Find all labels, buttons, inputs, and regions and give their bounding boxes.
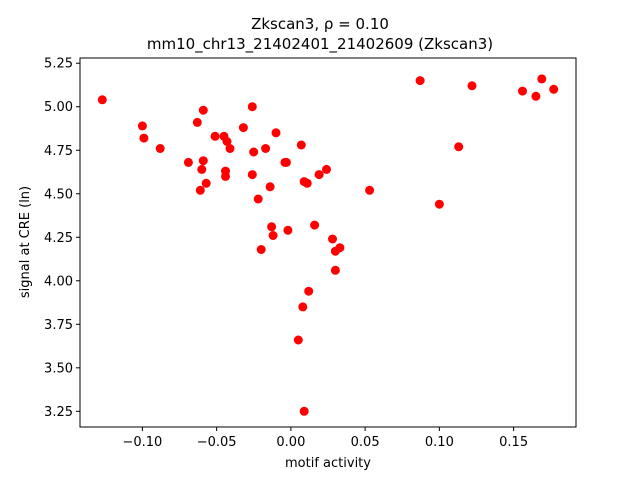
data-point-0 xyxy=(97,95,107,105)
x-tick-label-5: 0.15 xyxy=(499,435,528,450)
y-tick-label-4: 4.25 xyxy=(44,231,73,246)
chart-title-line2: mm10_chr13_21402401_21402609 (Zkscan3) xyxy=(147,35,493,54)
data-point-40 xyxy=(330,265,340,275)
data-point-33 xyxy=(302,178,312,188)
y-axis-label: signal at CRE (ln) xyxy=(18,186,33,298)
data-point-45 xyxy=(365,185,375,195)
data-point-34 xyxy=(314,170,324,180)
data-point-13 xyxy=(222,137,232,146)
points-layer xyxy=(97,74,559,416)
data-point-37 xyxy=(328,234,337,244)
data-point-31 xyxy=(296,140,306,150)
data-point-22 xyxy=(261,144,271,153)
y-tick-label-1: 3.50 xyxy=(44,361,73,376)
data-point-7 xyxy=(197,164,207,174)
data-point-50 xyxy=(518,86,527,96)
data-point-8 xyxy=(198,156,208,166)
x-tick-label-0: −0.10 xyxy=(122,435,162,450)
x-tick-label-2: 0.00 xyxy=(276,435,305,450)
data-point-43 xyxy=(293,335,303,345)
data-point-52 xyxy=(537,74,547,84)
data-point-25 xyxy=(267,222,277,232)
data-point-27 xyxy=(256,245,266,254)
data-point-35 xyxy=(322,164,331,174)
data-point-1 xyxy=(137,121,147,131)
data-point-49 xyxy=(467,81,477,91)
y-tick-label-5: 4.50 xyxy=(44,187,73,202)
data-point-16 xyxy=(221,171,230,181)
y-tick-label-7: 5.00 xyxy=(44,100,73,115)
x-axis-label: motif activity xyxy=(285,456,371,471)
data-point-4 xyxy=(183,157,193,167)
x-tick-label-3: 0.05 xyxy=(351,435,380,450)
y-ticks: 3.25 3.50 3.75 4.00 4.25 4.50 4.75 5.00 5.25 xyxy=(44,57,80,420)
data-point-6 xyxy=(198,105,208,115)
data-point-30 xyxy=(283,225,293,235)
y-tick-label-3: 4.00 xyxy=(44,274,73,289)
data-point-46 xyxy=(415,76,425,86)
data-point-23 xyxy=(265,182,275,192)
data-point-29 xyxy=(281,157,291,167)
data-point-3 xyxy=(155,144,165,153)
data-point-53 xyxy=(549,84,559,94)
y-tick-label-8: 5.25 xyxy=(44,57,73,72)
data-point-19 xyxy=(249,147,259,157)
x-ticks: −0.10 −0.05 0.00 0.05 0.10 0.15 xyxy=(122,427,528,450)
data-point-24 xyxy=(271,128,281,138)
data-point-21 xyxy=(253,194,263,204)
data-point-26 xyxy=(268,231,278,240)
data-point-5 xyxy=(192,117,202,127)
chart-title-line1: Zkscan3, ρ = 0.10 xyxy=(251,15,389,33)
data-point-36 xyxy=(310,220,320,230)
data-point-42 xyxy=(298,302,308,312)
data-point-39 xyxy=(330,246,340,256)
y-tick-label-0: 3.25 xyxy=(44,405,73,420)
data-point-41 xyxy=(304,286,314,296)
data-point-9 xyxy=(201,178,211,188)
data-point-47 xyxy=(434,199,444,209)
y-tick-label-2: 3.75 xyxy=(44,318,73,333)
x-tick-label-1: −0.05 xyxy=(197,435,237,450)
y-tick-label-6: 4.75 xyxy=(44,144,73,159)
data-point-17 xyxy=(238,123,248,133)
data-point-48 xyxy=(454,142,464,152)
data-point-14 xyxy=(225,144,235,153)
data-point-18 xyxy=(247,102,257,112)
data-point-11 xyxy=(210,131,220,141)
data-point-51 xyxy=(531,91,541,101)
data-point-20 xyxy=(247,170,257,180)
data-point-2 xyxy=(139,133,149,143)
data-point-10 xyxy=(195,185,205,195)
plot-frame xyxy=(79,57,577,428)
x-tick-label-4: 0.10 xyxy=(425,435,454,450)
data-point-44 xyxy=(299,406,309,416)
